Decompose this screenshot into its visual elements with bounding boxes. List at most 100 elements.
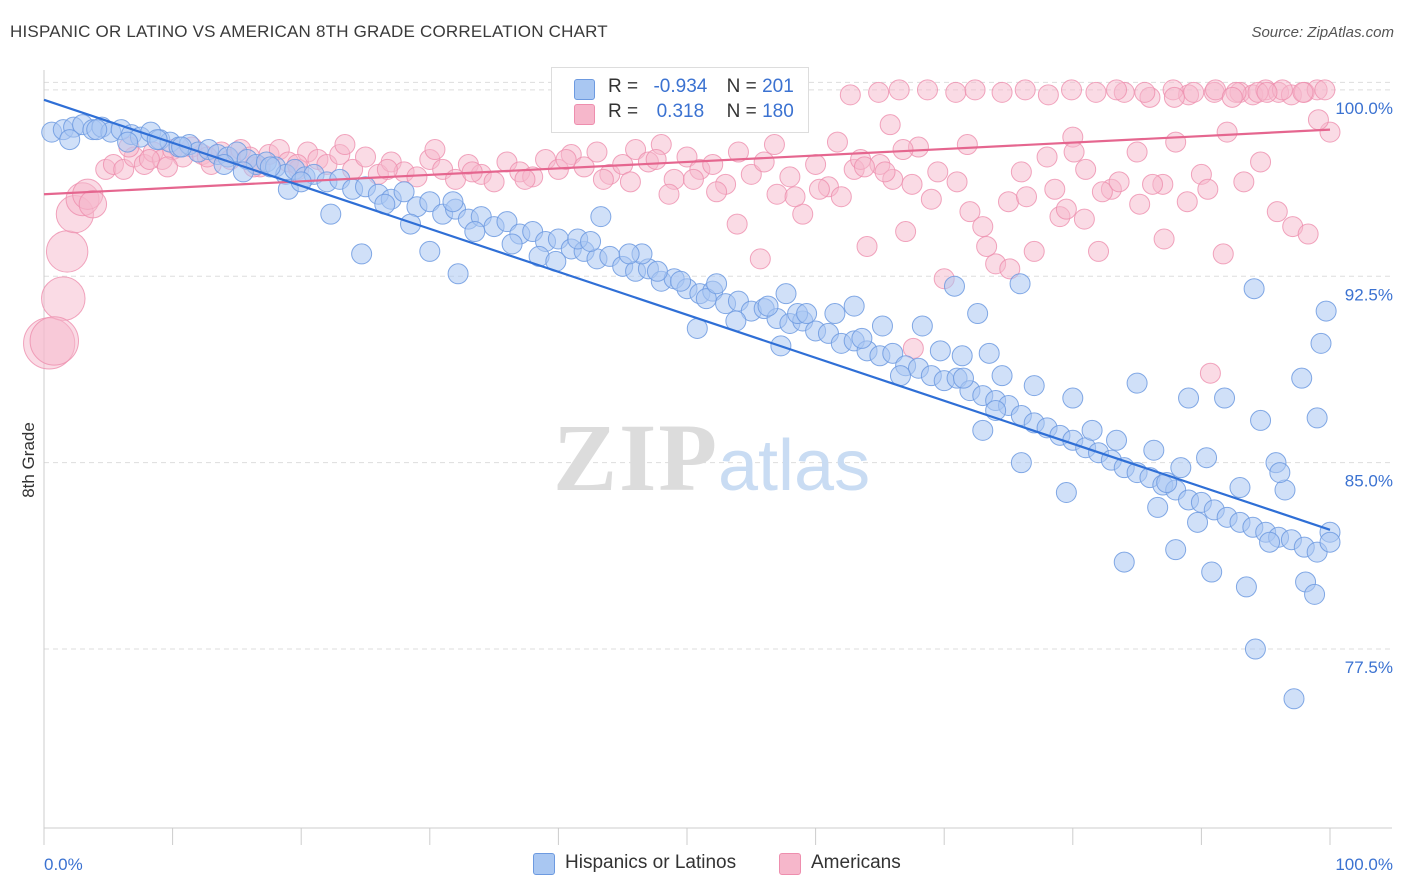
blue-n-label: N = xyxy=(726,76,757,97)
american-point xyxy=(749,248,771,270)
hispanics-label: Hispanics or Latinos xyxy=(565,852,737,873)
hispanic-point xyxy=(1310,332,1332,354)
hispanic-point xyxy=(1187,511,1209,533)
hispanic-point xyxy=(419,191,441,213)
american-point xyxy=(1108,171,1130,193)
american-point xyxy=(740,163,762,185)
hispanic-point xyxy=(824,303,846,325)
hispanic-point xyxy=(1229,477,1251,499)
american-point xyxy=(1106,79,1128,101)
american-point xyxy=(1307,109,1329,131)
american-point xyxy=(805,153,827,175)
americans-points xyxy=(23,79,1341,384)
american-point xyxy=(156,156,178,178)
american-point xyxy=(839,84,861,106)
hispanic-point xyxy=(447,263,469,285)
hispanic-point xyxy=(59,129,81,151)
american-point xyxy=(920,188,942,210)
hispanic-point xyxy=(1170,457,1192,479)
axes xyxy=(43,70,1392,845)
chart-title: HISPANIC OR LATINO VS AMERICAN 8TH GRADE… xyxy=(10,22,608,41)
american-point xyxy=(916,79,938,101)
american-point xyxy=(1023,240,1045,262)
american-point xyxy=(41,276,86,321)
hispanic-point xyxy=(1106,429,1128,451)
hispanic-point xyxy=(972,419,994,441)
hispanic-point xyxy=(1196,447,1218,469)
american-point xyxy=(706,181,728,203)
american-point xyxy=(1221,86,1243,108)
american-point xyxy=(1061,79,1083,101)
y-tick-label: 92.5% xyxy=(1345,285,1393,304)
hispanic-point xyxy=(1274,479,1296,501)
y-tick-label: 100.0% xyxy=(1335,99,1393,118)
american-point xyxy=(555,148,577,170)
american-point xyxy=(727,141,749,163)
american-point xyxy=(45,230,89,273)
american-point xyxy=(1055,198,1077,220)
american-point xyxy=(901,173,923,195)
american-point xyxy=(763,134,785,156)
american-point xyxy=(1129,193,1151,215)
hispanic-point xyxy=(871,315,893,337)
american-point xyxy=(1176,191,1198,213)
american-point xyxy=(1085,81,1107,103)
trend-lines xyxy=(43,98,1331,531)
american-point xyxy=(956,134,978,156)
hispanic-point xyxy=(929,340,951,362)
x-tick-label-max: 100.0% xyxy=(1335,855,1393,874)
american-point xyxy=(1142,173,1164,195)
american-point xyxy=(826,131,848,153)
hispanic-point xyxy=(851,327,873,349)
tick-labels: 100.0% 92.5% 85.0% 77.5% 0.0% 100.0% xyxy=(44,99,1393,874)
american-point xyxy=(138,148,160,170)
american-point xyxy=(976,235,998,257)
y-axis-label: 8th Grade xyxy=(19,422,38,498)
hispanic-point xyxy=(1055,481,1077,503)
american-point xyxy=(1088,240,1110,262)
american-point xyxy=(1199,362,1221,384)
hispanic-point xyxy=(1178,387,1200,409)
hispanic-point xyxy=(646,260,668,282)
watermark-atlas: atlas xyxy=(718,426,870,506)
hispanic-point xyxy=(1147,496,1169,518)
american-point xyxy=(879,114,901,136)
american-point xyxy=(991,81,1013,103)
hispanic-point xyxy=(442,191,464,213)
american-point xyxy=(625,139,647,161)
american-point xyxy=(792,203,814,225)
american-point xyxy=(619,171,641,193)
hispanic-point xyxy=(1143,439,1165,461)
american-point xyxy=(868,81,890,103)
hispanic-point xyxy=(1250,409,1272,431)
hispanic-point xyxy=(1304,583,1326,605)
american-point xyxy=(1216,121,1238,143)
hispanic-point xyxy=(796,303,818,325)
hispanic-point xyxy=(1315,300,1337,322)
hispanic-point xyxy=(580,230,602,252)
american-point xyxy=(902,337,924,359)
hispanic-point xyxy=(967,303,989,325)
hispanic-point xyxy=(952,367,974,389)
pink-n-label: N = xyxy=(726,101,757,122)
americans-trend-line xyxy=(43,128,1331,196)
hispanic-point xyxy=(1009,273,1031,295)
american-point xyxy=(1256,81,1278,103)
american-point xyxy=(1297,223,1319,245)
x-tick-label-min: 0.0% xyxy=(44,855,83,874)
american-point xyxy=(1014,79,1036,101)
american-point xyxy=(784,186,806,208)
hispanic-point xyxy=(1081,419,1103,441)
american-point xyxy=(1063,141,1085,163)
watermark: ZIP atlas xyxy=(553,404,870,511)
american-point xyxy=(1197,178,1219,200)
american-point xyxy=(682,168,704,190)
american-point xyxy=(514,168,536,190)
american-point xyxy=(1016,186,1038,208)
hispanic-point xyxy=(882,342,904,364)
hispanic-point xyxy=(991,365,1013,387)
hispanic-point xyxy=(843,295,865,317)
american-point xyxy=(998,191,1019,213)
american-point xyxy=(645,148,667,170)
